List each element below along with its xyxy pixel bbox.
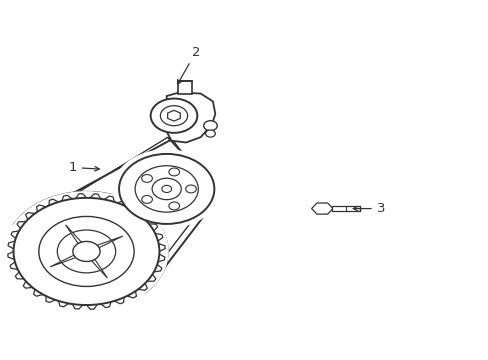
- Polygon shape: [311, 203, 332, 214]
- Polygon shape: [167, 111, 180, 121]
- Polygon shape: [97, 236, 122, 248]
- Circle shape: [162, 185, 171, 193]
- Text: 2: 2: [177, 46, 200, 84]
- Circle shape: [168, 168, 179, 176]
- Text: 3: 3: [352, 202, 385, 215]
- Circle shape: [168, 202, 179, 210]
- Circle shape: [150, 99, 197, 133]
- Circle shape: [119, 154, 214, 224]
- Circle shape: [203, 121, 217, 131]
- Circle shape: [73, 242, 100, 261]
- Circle shape: [4, 191, 168, 312]
- Circle shape: [113, 149, 220, 229]
- Circle shape: [142, 195, 152, 203]
- Circle shape: [39, 216, 134, 287]
- Text: 1: 1: [68, 161, 99, 174]
- Circle shape: [142, 175, 152, 183]
- Polygon shape: [331, 206, 359, 211]
- Circle shape: [160, 106, 187, 126]
- Circle shape: [152, 178, 181, 200]
- Circle shape: [205, 130, 215, 137]
- Circle shape: [57, 230, 116, 273]
- Circle shape: [144, 94, 203, 138]
- Circle shape: [185, 185, 196, 193]
- Polygon shape: [8, 194, 165, 309]
- Polygon shape: [166, 93, 215, 143]
- Polygon shape: [50, 255, 76, 267]
- Polygon shape: [13, 95, 218, 292]
- Polygon shape: [65, 225, 81, 244]
- Circle shape: [135, 166, 198, 212]
- Polygon shape: [178, 81, 192, 94]
- Polygon shape: [91, 259, 107, 278]
- Circle shape: [14, 198, 159, 305]
